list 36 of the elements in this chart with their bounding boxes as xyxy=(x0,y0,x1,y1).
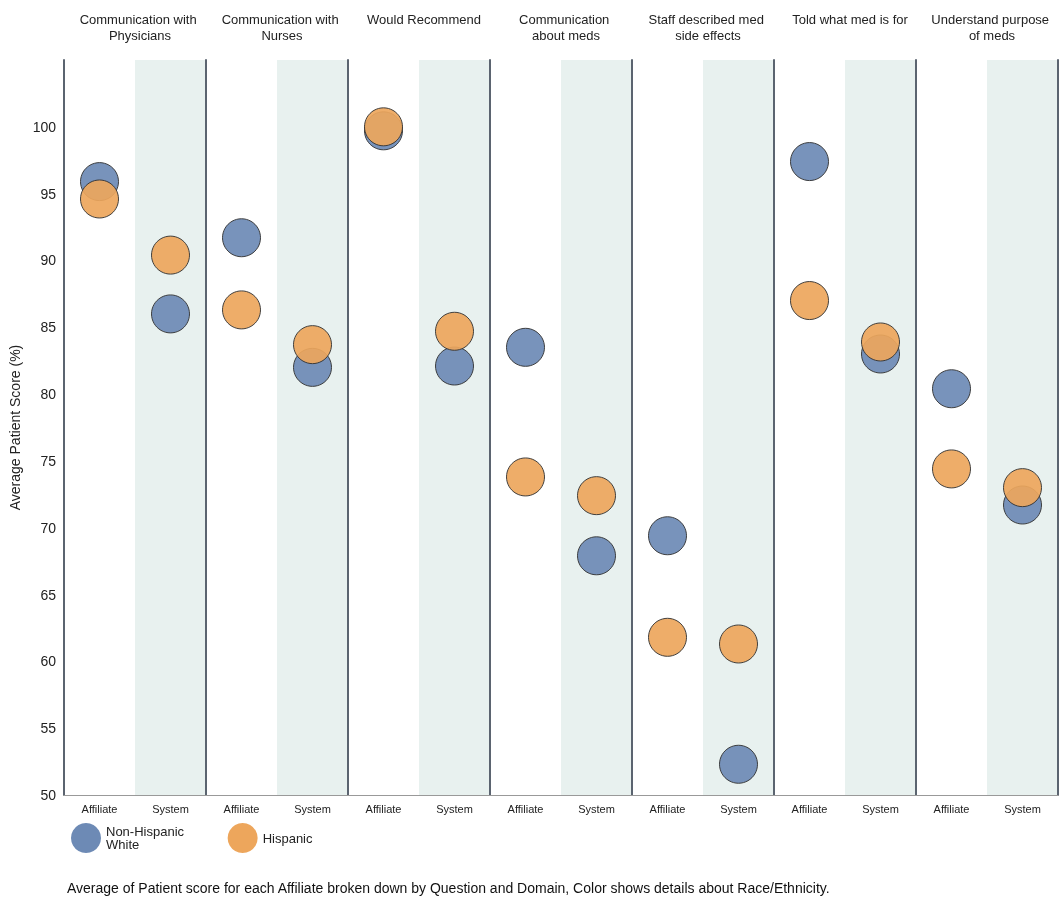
y-tick-label: 75 xyxy=(40,452,57,469)
chart-title: Would Recommend xyxy=(367,11,481,27)
y-tick-label: 65 xyxy=(40,586,57,603)
y-tick-label: 80 xyxy=(40,386,57,403)
y-tick-label: 100 xyxy=(32,118,57,135)
y-tick-label: 70 xyxy=(40,519,57,536)
chart-title: Understand purpose of meds xyxy=(931,11,1053,43)
y-tick-label: 55 xyxy=(40,720,57,737)
y-tick-label: 60 xyxy=(40,653,57,670)
legend-label: Non-Hispanic White xyxy=(106,824,188,852)
x-tick-label: System xyxy=(1004,802,1041,815)
x-tick-label: Affiliate xyxy=(933,802,970,815)
y-tick-label: 85 xyxy=(40,319,57,336)
chart-title: Communication with Physicians xyxy=(79,11,201,43)
x-tick-label: Affiliate xyxy=(791,802,828,815)
chart-title: Communication about meds xyxy=(519,11,613,43)
x-tick-label: Affiliate xyxy=(223,802,260,815)
chart-title: Staff described med side effects xyxy=(648,11,768,43)
x-tick-label: System xyxy=(152,802,189,815)
x-tick-label: Affiliate xyxy=(81,802,118,815)
y-axis-title: Average Patient Score (%) xyxy=(7,344,23,511)
x-tick-label: System xyxy=(294,802,331,815)
x-tick-label: Affiliate xyxy=(365,802,402,815)
x-tick-label: Affiliate xyxy=(507,802,544,815)
x-tick-label: System xyxy=(578,802,615,815)
chart-title: Communication with Nurses xyxy=(221,11,343,43)
y-tick-label: 90 xyxy=(40,252,57,269)
text: Average of Patient score for each Affiliate broken down by Question and Domain, Color shows details about Race/Ethnicity. xyxy=(67,880,830,896)
x-tick-label: Affiliate xyxy=(649,802,686,815)
chart-title: Told what med is for xyxy=(792,11,909,27)
x-tick-label: System xyxy=(862,802,899,815)
legend-label: Hispanic xyxy=(262,830,313,846)
y-tick-label: 50 xyxy=(40,787,57,803)
x-tick-label: System xyxy=(436,802,473,815)
x-tick-label: System xyxy=(720,802,757,815)
y-tick-label: 95 xyxy=(40,185,57,202)
